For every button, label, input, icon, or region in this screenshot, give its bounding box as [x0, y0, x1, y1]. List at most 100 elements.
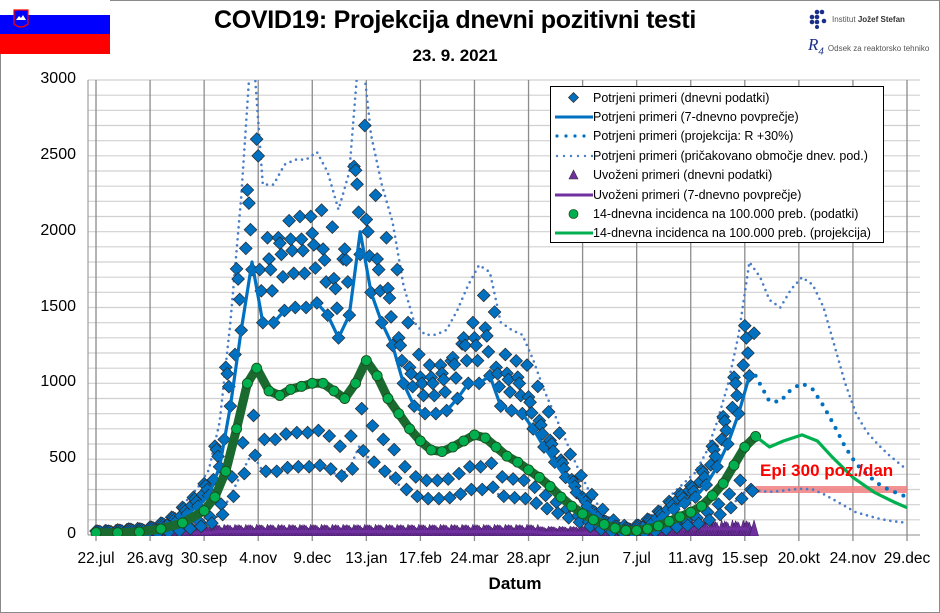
confirmed-daily-point: [518, 491, 533, 506]
confirmed-daily-point: [524, 406, 539, 420]
confirmed-daily-point: [356, 443, 371, 458]
confirmed-daily-point: [496, 489, 511, 504]
confirmed-daily-point: [334, 468, 349, 483]
x-tick-label: 24.mar: [450, 550, 499, 567]
epi-annotation: Epi 300 poz./dan: [760, 461, 894, 480]
x-tick-label: 20.okt: [777, 550, 820, 567]
incidence-data-point: [652, 520, 664, 532]
confirmed-daily-point: [237, 466, 252, 481]
confirmed-daily-point: [231, 272, 245, 286]
confirmed-daily-point: [370, 252, 385, 266]
confirmed-daily-point: [422, 358, 437, 372]
confirmed-daily-point: [416, 388, 431, 403]
confirmed-daily-point: [282, 213, 296, 228]
legend-label: Potrjeni primeri (7-dnevno povprečje): [593, 110, 799, 125]
confirmed-daily-point: [498, 347, 513, 362]
confirmed-daily-point: [300, 425, 315, 440]
confirmed-daily-point: [381, 281, 395, 296]
incidence-data-point: [133, 526, 145, 536]
incidence-data-point: [220, 465, 232, 477]
confirmed-daily-point: [311, 423, 326, 438]
x-tick-label: 26.avg: [126, 550, 174, 567]
confirmed-daily-point: [527, 480, 542, 495]
triangle-marker-icon: [568, 169, 579, 180]
confirmed-daily-point: [447, 357, 462, 372]
confirmed-daily-point: [473, 459, 488, 474]
confirmed-daily-point: [238, 241, 253, 256]
confirmed-daily-point: [248, 448, 262, 463]
x-tick-label: 15.sep: [721, 550, 769, 567]
confirmed-daily-point: [711, 497, 726, 512]
confirmed-daily-point: [520, 358, 534, 372]
confirmed-daily-point: [384, 310, 398, 324]
x-tick-label: 17.feb: [398, 550, 442, 567]
confirmed-daily-point: [419, 473, 434, 488]
confirmed-daily-point: [272, 236, 287, 251]
small-dots-marker-icon: [555, 154, 593, 158]
confirmed-daily-point: [430, 473, 445, 488]
confirmed-daily-point: [745, 484, 760, 498]
confirmed-daily-point: [204, 516, 219, 531]
confirmed-daily-point: [479, 329, 494, 343]
confirmed-daily-point: [302, 459, 317, 474]
confirmed-daily-point: [215, 507, 230, 522]
diamond-marker-icon: [567, 91, 580, 103]
confirmed-daily-point: [348, 163, 363, 178]
confirmed-daily-point: [540, 501, 554, 516]
confirmed-daily-point: [371, 262, 386, 277]
confirmed-daily-point: [408, 470, 423, 484]
confirmed-daily-point: [458, 338, 473, 353]
confirmed-daily-point: [387, 442, 401, 457]
confirmed-daily-point: [379, 230, 394, 245]
confirmed-daily-point: [361, 224, 375, 239]
line-marker-icon: [555, 115, 593, 119]
confirmed-daily-point: [323, 462, 338, 476]
x-axis-label: Datum: [488, 574, 542, 593]
line-marker-icon: [555, 231, 593, 235]
confirmed-daily-point: [595, 502, 610, 517]
confirmed-daily-point: [306, 238, 321, 252]
confirmed-daily-point: [541, 404, 556, 419]
confirmed-daily-point: [365, 418, 380, 433]
confirmed-daily-point: [730, 388, 744, 403]
y-tick-label: 2000: [40, 221, 76, 239]
confirmed-daily-point: [466, 315, 480, 330]
confirmed-daily-point: [719, 423, 734, 438]
incidence-data-point: [587, 514, 599, 526]
confirmed-daily-point: [308, 261, 323, 275]
confirmed-daily-point: [249, 132, 264, 147]
confirmed-daily-point: [574, 468, 588, 483]
x-tick-label: 22.jul: [77, 550, 115, 567]
x-tick-label: 13.jan: [345, 550, 388, 567]
confirmed-daily-point: [476, 288, 491, 303]
incidence-data-point: [328, 385, 340, 397]
incidence-data-point: [241, 377, 253, 389]
confirmed-daily-point: [246, 408, 261, 423]
x-tick-label: 28.apr: [506, 550, 551, 567]
confirmed-daily-point: [269, 464, 284, 479]
circle-marker-icon: [568, 209, 579, 219]
confirmed-daily-point: [722, 487, 737, 501]
confirmed-daily-point: [226, 489, 241, 504]
confirmed-daily-point: [503, 385, 517, 399]
incidence-data-point: [533, 471, 545, 483]
confirmed-daily-point: [481, 344, 496, 359]
confirmed-daily-point: [734, 491, 749, 506]
confirmed-daily-point: [243, 222, 258, 237]
confirmed-daily-point: [280, 460, 295, 475]
incidence-data-point: [360, 355, 372, 367]
confirmed-daily-point: [552, 426, 567, 440]
confirmed-daily-point: [393, 338, 408, 353]
confirmed-daily-point: [313, 458, 327, 473]
confirmed-daily-point: [286, 266, 301, 281]
confirmed-daily-point: [512, 376, 527, 391]
incidence-data-point: [523, 464, 534, 476]
confirmed-daily-point: [325, 220, 340, 234]
legend: Potrjeni primeri (dnevni podatki) Potrje…: [550, 86, 884, 243]
incidence-data-point: [447, 441, 459, 453]
incidence-data-point: [198, 505, 210, 517]
x-tick-label: 30.sep: [180, 550, 228, 567]
legend-item-projection: Potrjeni primeri (projekcija: R +30%): [551, 127, 883, 146]
confirmed-daily-point: [442, 490, 457, 505]
dots-marker-icon: [555, 134, 593, 139]
